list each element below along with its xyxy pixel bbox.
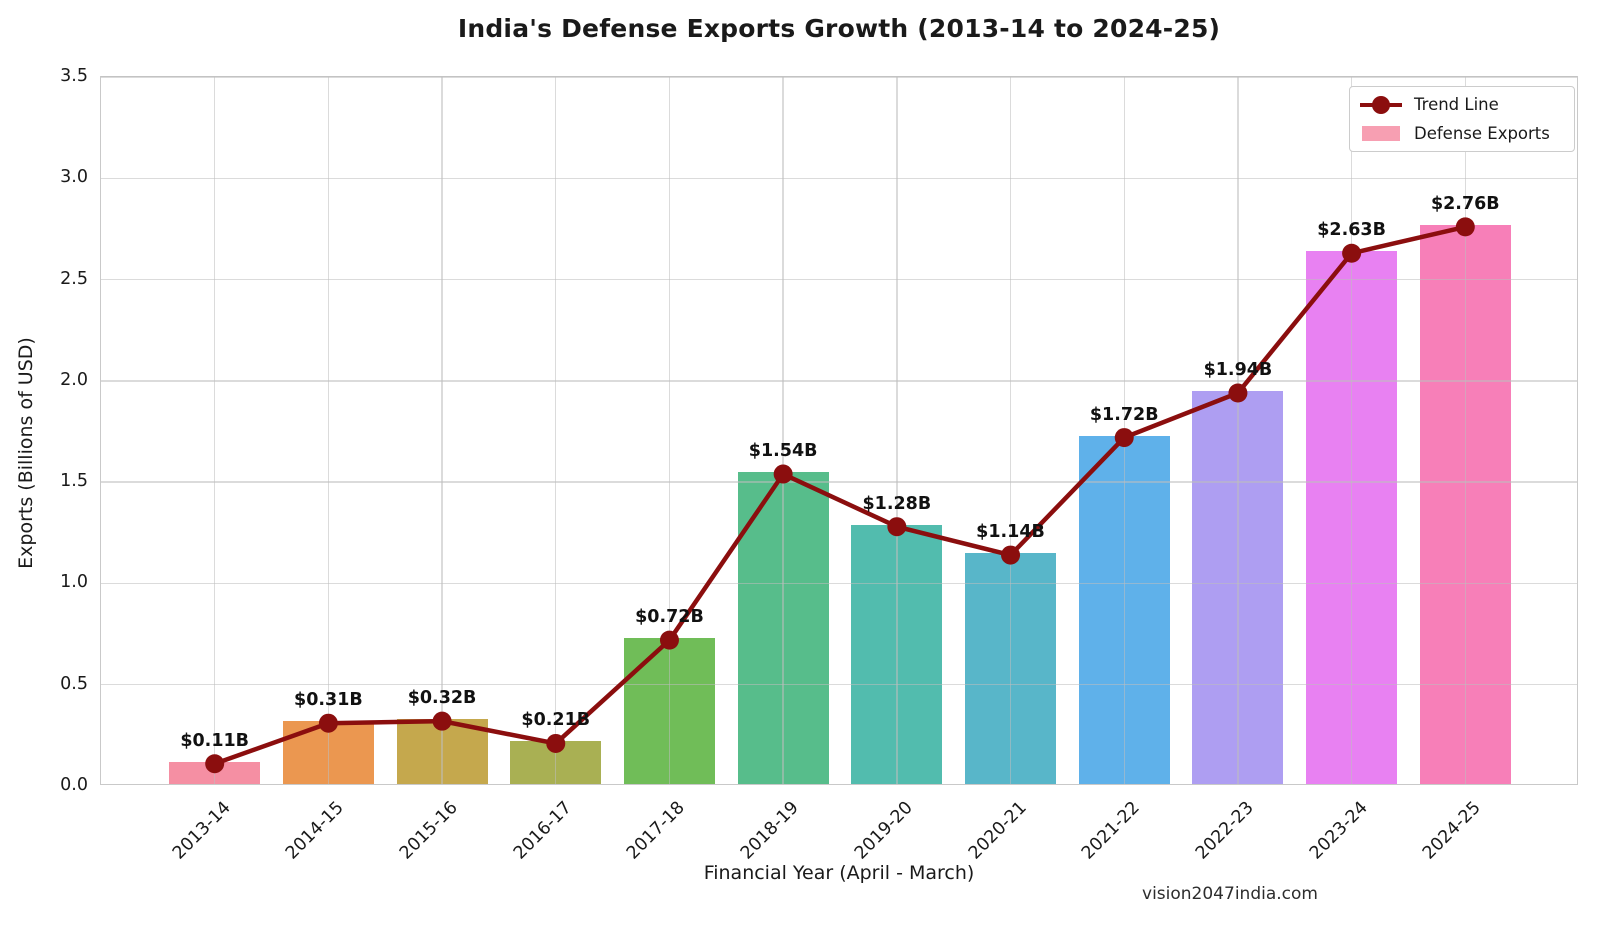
bar-2014-15 — [282, 721, 374, 784]
y-tick-2.5: 2.5 — [60, 268, 88, 289]
legend-item-trend-line: Trend Line — [1360, 93, 1564, 117]
plot-area: $0.11B $0.31B $0.32B $0.21B $0.72B $1.54B $1.2… — [100, 76, 1578, 785]
y-tick-0.0: 0.0 — [60, 775, 88, 795]
y-axis-title: Exports (Billions of USD) — [15, 337, 37, 569]
bar-2015-16 — [396, 719, 488, 784]
watermark-text: vision2047india.com — [1142, 884, 1318, 904]
y-tick-3.0: 3.0 — [60, 167, 88, 188]
bar-2013-14 — [169, 761, 261, 784]
bar-2017-18 — [623, 638, 715, 784]
legend-box: Trend Line Defense Exports — [1349, 86, 1575, 152]
chart-title: India's Defense Exports Growth (2013-14 … — [457, 14, 1221, 43]
y-tick-1.0: 1.0 — [60, 572, 88, 593]
bar-2023-24 — [1306, 251, 1398, 784]
legend-item-defense-exports: Defense Exports — [1360, 122, 1564, 146]
legend-label-trend: Trend Line — [1414, 95, 1499, 115]
y-tick-0.5: 0.5 — [60, 673, 88, 694]
bar-2019-20 — [851, 524, 943, 784]
y-tick-1.5: 1.5 — [60, 471, 88, 492]
bar-2024-25 — [1419, 224, 1511, 784]
bar-legend-icon — [1360, 123, 1402, 143]
bar-2018-19 — [737, 472, 829, 784]
trend-line-legend-icon — [1360, 95, 1402, 115]
x-axis-title: Financial Year (April - March) — [703, 862, 975, 884]
bar-2022-23 — [1192, 391, 1284, 784]
bar-2021-22 — [1078, 435, 1170, 784]
y-tick-2.0: 2.0 — [60, 369, 88, 390]
bar-2020-21 — [965, 553, 1057, 784]
legend-label-bars: Defense Exports — [1414, 123, 1550, 143]
y-tick-3.5: 3.5 — [60, 66, 88, 86]
bars-layer — [101, 77, 1577, 784]
bar-2016-17 — [510, 741, 602, 784]
